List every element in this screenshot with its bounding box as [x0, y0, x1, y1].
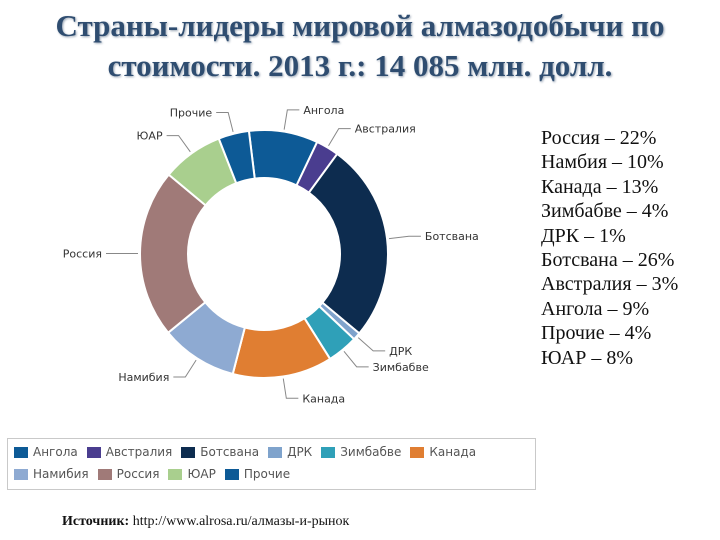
- legend-label: ЮАР: [187, 467, 216, 481]
- callout-line: [282, 378, 299, 399]
- legend-label: Зимбабве: [340, 445, 402, 459]
- legend-swatch: [14, 468, 28, 480]
- callout-line: [343, 351, 369, 368]
- legend-item: Зимбабве: [321, 445, 401, 459]
- slice-label: ДРК: [389, 345, 412, 358]
- legend-item: ДРК: [268, 445, 312, 459]
- share-item: Прочие – 4%: [541, 322, 652, 345]
- legend-swatch: [181, 446, 196, 458]
- legend-row-1: Ангола Австралия Ботсвана ДРК Зимбабве Канада: [14, 445, 485, 459]
- slice-label: Ангола: [303, 104, 344, 117]
- slice-label: Австралия: [355, 123, 416, 136]
- slice-label: Намибия: [118, 371, 169, 384]
- legend-swatch: [268, 446, 283, 458]
- legend-swatch: [86, 446, 101, 458]
- slice-callouts: Ангола Австралия Ботсвана ДРК Зимбабве Канада…: [63, 104, 479, 405]
- source-link[interactable]: http://www.alrosa.ru/алмазы-и-рынок: [132, 514, 350, 529]
- legend-swatch: [321, 446, 336, 458]
- donut-slice: [217, 129, 256, 185]
- share-list: Россия – 22% Намбия – 10% Канада – 13% З…: [541, 126, 678, 370]
- legend-swatch: [410, 446, 425, 458]
- share-item: Россия – 22%: [541, 127, 657, 149]
- title-line-1: Страны-лидеры мировой алмазодобычи по: [55, 8, 665, 43]
- legend-swatch: [224, 468, 239, 480]
- share-item: Ботсвана – 26%: [541, 249, 675, 272]
- chart-legend: Ангола Австралия Ботсвана ДРК Зимбабве Канада…: [7, 438, 536, 490]
- callout-line: [328, 128, 351, 147]
- share-item: Намбия – 10%: [541, 151, 664, 174]
- legend-label: Канада: [429, 445, 477, 459]
- legend-item: Прочие: [224, 467, 291, 481]
- share-item: ДРК – 1%: [541, 224, 626, 247]
- legend-label: ДРК: [287, 445, 313, 459]
- donut-slices: [139, 129, 389, 379]
- legend-label: Россия: [116, 467, 160, 481]
- callout-line: [388, 235, 421, 240]
- legend-swatch: [168, 468, 183, 480]
- legend-item: Австралия: [86, 445, 173, 459]
- chart-title: Страны-лидеры мировой алмазодобычи по ст…: [0, 6, 720, 86]
- callout-line: [166, 135, 191, 153]
- legend-item: Намибия: [14, 467, 89, 481]
- legend-item: Ботсвана: [181, 445, 259, 459]
- legend-label: Австралия: [105, 445, 173, 459]
- slice-label: Прочие: [170, 106, 213, 119]
- source-label: Источник:: [62, 514, 130, 529]
- slice-label: ЮАР: [137, 130, 163, 143]
- slice-label: Россия: [63, 247, 102, 260]
- slice-label: Канада: [302, 392, 345, 405]
- legend-item: Россия: [97, 467, 160, 481]
- legend-item: ЮАР: [168, 467, 216, 481]
- legend-label: Прочие: [243, 467, 291, 481]
- legend-label: Намибия: [33, 467, 89, 481]
- legend-label: Ботсвана: [200, 445, 260, 459]
- slice-label: Зимбабве: [373, 361, 429, 374]
- legend-swatch: [97, 468, 112, 480]
- share-item: Австралия – 3%: [541, 273, 679, 296]
- legend-label: Ангола: [33, 445, 78, 459]
- callout-line: [283, 109, 300, 130]
- callout-line: [357, 337, 386, 352]
- slice-label: Ботсвана: [425, 230, 479, 243]
- legend-swatch: [14, 446, 28, 458]
- share-item: Ангола – 9%: [541, 297, 650, 320]
- title-line-2: стоимости. 2013 г.: 14 085 млн. долл.: [107, 48, 613, 83]
- legend-row-2: Намибия Россия ЮАР Прочие: [14, 467, 299, 481]
- share-item: ЮАР – 8%: [541, 346, 634, 369]
- legend-item: Ангола: [14, 445, 78, 459]
- share-item: Канада – 13%: [541, 175, 659, 198]
- legend-item: Канада: [410, 445, 476, 459]
- source-note: Источник: http://www.alrosa.ru/алмазы-и-…: [62, 514, 349, 530]
- callout-line: [216, 111, 234, 132]
- callout-line: [173, 359, 197, 378]
- share-item: Зимбабве – 4%: [541, 200, 669, 223]
